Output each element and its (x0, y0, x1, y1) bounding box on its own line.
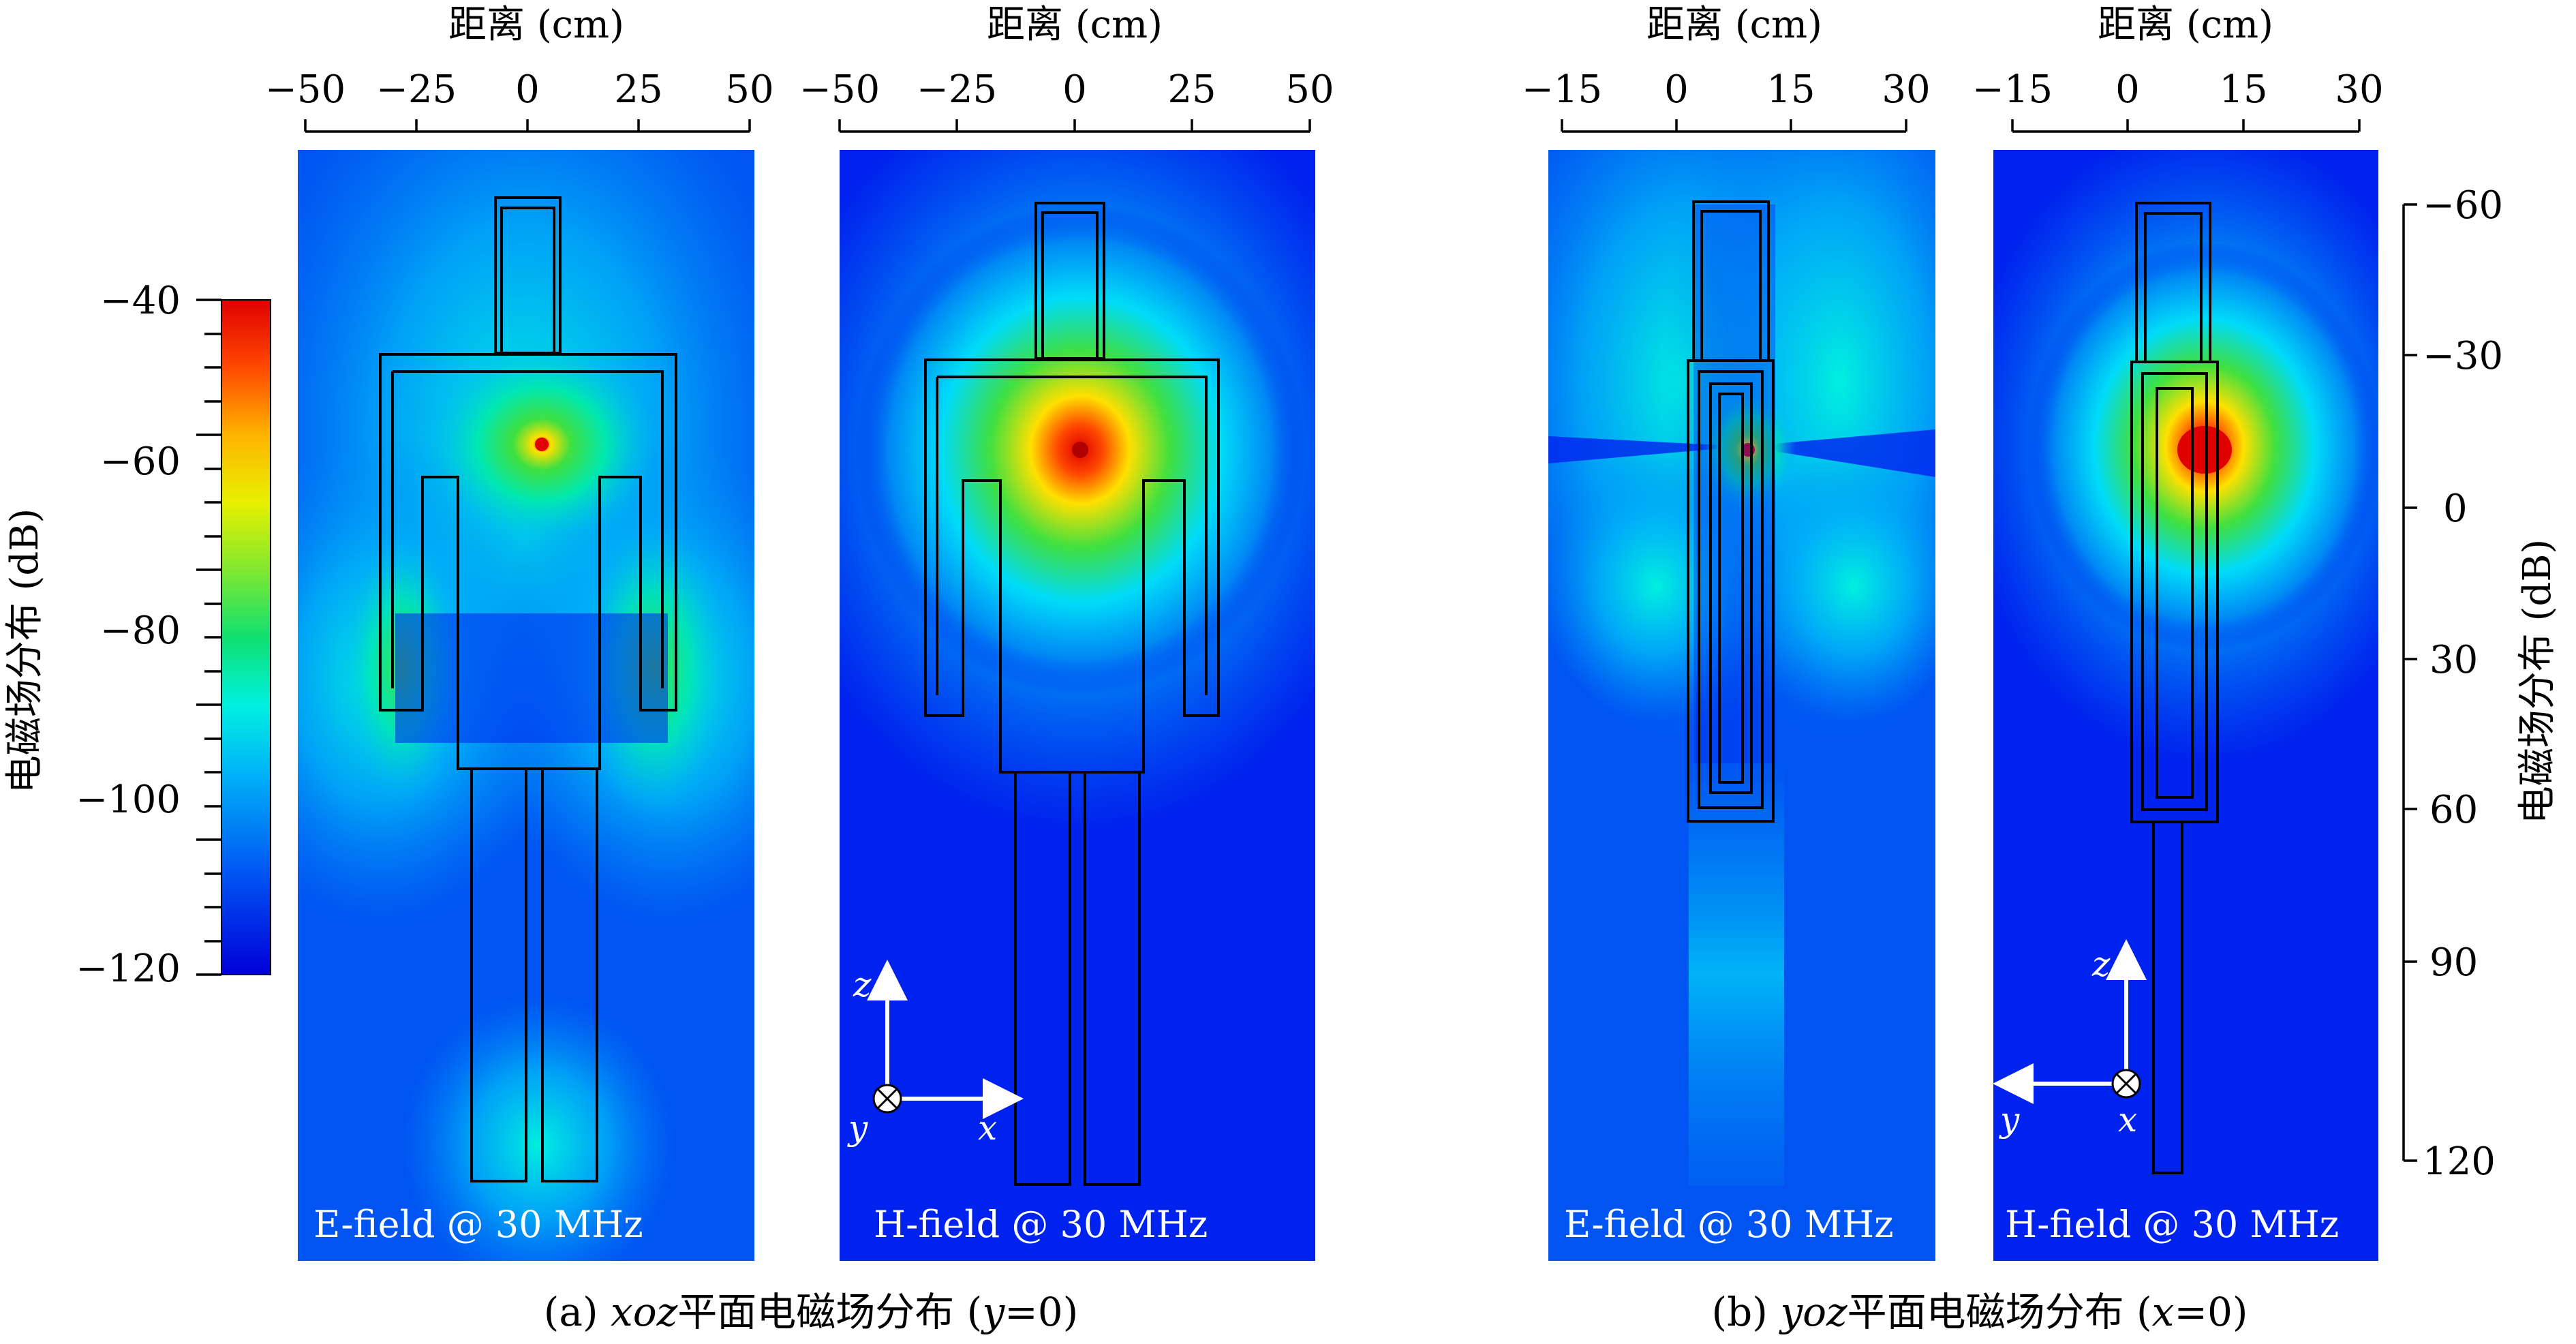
tick-label: −15 (1522, 67, 1602, 112)
panel-e-field-yoz: E-field @ 30 MHz (1548, 150, 1935, 1261)
colorbar-tick-label: −80 (100, 609, 181, 653)
axis-horizontal-label: y (1999, 1100, 2020, 1140)
tick-label: 15 (2219, 67, 2267, 112)
right-tick-label: 60 (2429, 788, 2478, 832)
tick-label: 50 (725, 67, 773, 112)
right-tick-label: 120 (2423, 1140, 2496, 1184)
right-tick-label: 0 (2443, 487, 2468, 531)
tick-label: −25 (376, 67, 457, 112)
body-side-outline (2130, 202, 2219, 1174)
top-axis-title: 距离 (cm) (1646, 3, 1822, 47)
colorbar: −40 −60 −80 −100 −120 电磁场分布 (dB) (3, 279, 271, 991)
body-outline (379, 196, 677, 1182)
tick-label: −15 (1972, 67, 2053, 112)
tick-label: 0 (1664, 67, 1689, 112)
colorbar-tick-label: −100 (76, 778, 181, 822)
tick-label: 0 (1062, 67, 1087, 112)
body-side-outline (1687, 200, 1775, 823)
tick-label: 15 (1766, 67, 1815, 112)
top-axis-title: 距离 (cm) (448, 3, 624, 47)
panel-label: E-field @ 30 MHz (1564, 1203, 1894, 1246)
colorbar-tick-label: −120 (76, 947, 181, 991)
colorbar-label: 电磁场分布 (dB) (3, 508, 47, 794)
tick-label: 25 (614, 67, 662, 112)
right-axis: −60 −30 0 30 60 90 120 电磁场分布 (dB) (2402, 183, 2560, 1184)
tick-label: 30 (2335, 67, 2383, 112)
tick-label: 0 (2115, 67, 2140, 112)
coordinate-axes-yz: z y x (1993, 939, 2147, 1140)
top-axis-b (838, 119, 1311, 133)
right-axis-label: 电磁场分布 (dB) (2515, 539, 2560, 825)
panel-h-field-xoz: z x y H-field @ 30 MHz (840, 150, 1315, 1261)
caption-b: (b) yoz平面电磁场分布 (x=0) (1711, 1289, 2248, 1335)
axis-vertical-label: z (853, 965, 872, 1005)
tick-label: −50 (799, 67, 880, 112)
tick-label: 25 (1167, 67, 1216, 112)
right-tick-label: −30 (2423, 334, 2503, 378)
right-tick-label: −60 (2423, 183, 2503, 228)
panel-e-field-xoz: E-field @ 30 MHz (298, 150, 754, 1261)
tick-label: −25 (917, 67, 997, 112)
panel-h-field-yoz: z y x H-field @ 30 MHz (1993, 150, 2378, 1261)
tick-label: 30 (1882, 67, 1930, 112)
panel-label: H-field @ 30 MHz (2005, 1203, 2339, 1246)
panel-label: E-field @ 30 MHz (313, 1203, 643, 1246)
top-axis-title: 距离 (cm) (2098, 3, 2273, 47)
axis-vertical-label: z (2091, 945, 2111, 984)
right-tick-label: 30 (2429, 638, 2478, 682)
top-axis-title: 距离 (cm) (987, 3, 1163, 47)
right-tick-label: 90 (2429, 941, 2478, 985)
coordinate-axes-xz: z x y (847, 960, 1024, 1148)
caption-a: (a) xoz平面电磁场分布 (y=0) (544, 1289, 1078, 1335)
axis-horizontal-label: x (978, 1108, 997, 1148)
top-axis-a (304, 119, 751, 133)
colorbar-tick-label: −40 (100, 279, 181, 323)
tick-label: 50 (1285, 67, 1334, 112)
tick-label: −50 (265, 67, 346, 112)
colorbar-tick-label: −60 (100, 440, 181, 484)
tick-label: 0 (515, 67, 540, 112)
body-outline (924, 202, 1220, 1186)
top-axis-d (2011, 119, 2361, 133)
panel-label: H-field @ 30 MHz (874, 1203, 1208, 1246)
axis-out-label: y (847, 1108, 868, 1148)
top-axis-c (1561, 119, 1907, 133)
axis-out-label: x (2118, 1100, 2137, 1140)
